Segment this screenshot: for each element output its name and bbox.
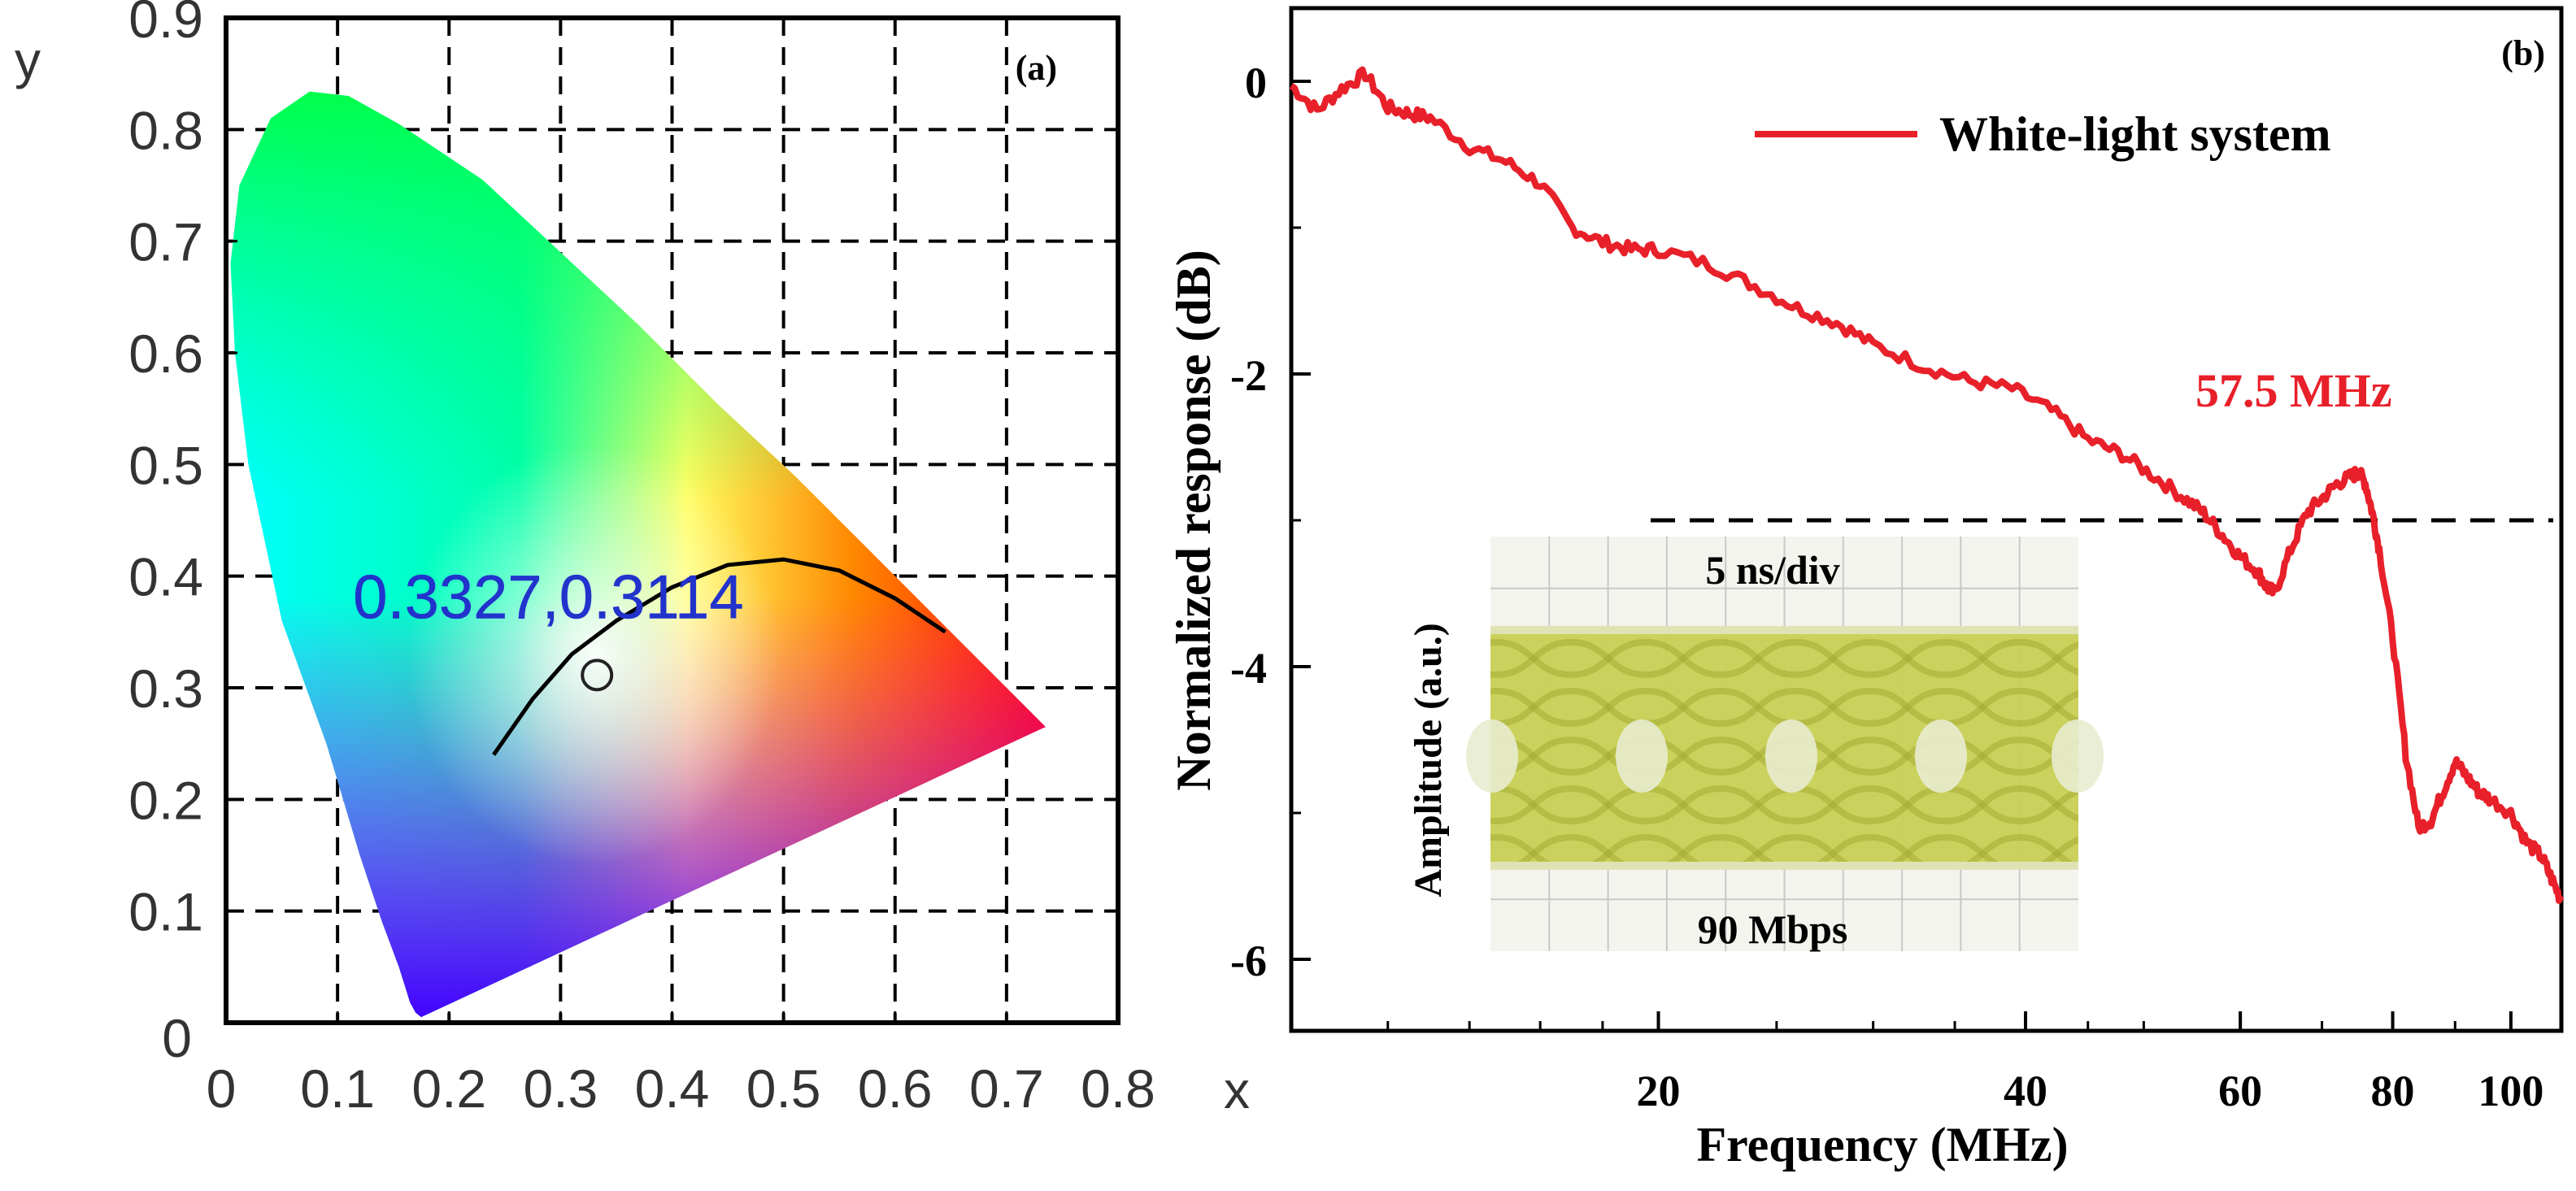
- cie-horseshoe: [230, 91, 1046, 1018]
- x-tick-label: 0.5: [746, 1058, 821, 1119]
- y-tick-label: 0.9: [128, 0, 203, 49]
- x-tick-label: 0.4: [635, 1058, 710, 1119]
- chromaticity-point-marker: [581, 659, 614, 692]
- panel-a-chromaticity: 0.3327,0.3114 0 0.1 0.2 0.3 0.4 0.5 0.6 0.7 0.80…: [15, 0, 1250, 1119]
- y-tick-label: 0.7: [128, 212, 203, 272]
- y-tick-label: 0: [1245, 59, 1267, 107]
- eye-top-rail: [1490, 626, 2078, 634]
- inset-title: 5 ns/div: [1705, 547, 1839, 593]
- eye-opening: [2052, 719, 2104, 793]
- panel-a-x-axis-label: x: [1224, 1061, 1250, 1119]
- x-tick-label: 0.7: [969, 1058, 1044, 1119]
- eye-opening: [1466, 719, 1518, 793]
- panel-a-ticks: 0 0.1 0.2 0.3 0.4 0.5 0.6 0.7 0.8 0 0.1 0.2 0.3 0.4 0.…: [128, 0, 1155, 1119]
- inset-y-axis-label: Amplitude (a.u.): [1407, 623, 1450, 897]
- white-region: [407, 442, 781, 866]
- bandwidth-annotation: 57.5 MHz: [2195, 364, 2392, 417]
- panel-b-frequency-response: 20 40 60 80 100 0 -2 -4 -6 5 ns/div 90 Mbps Ampl…: [1167, 6, 2565, 1171]
- eye-openings: [1466, 626, 2104, 870]
- inset-caption: 90 Mbps: [1698, 906, 1848, 952]
- panel-b-y-axis-label: Normalized response (dB): [1167, 250, 1221, 791]
- x-tick-label: 40: [2004, 1067, 2047, 1115]
- panel-b-ticks: 20 40 60 80 100 0 -2 -4 -6: [1230, 59, 2543, 1115]
- x-tick-label: 100: [2478, 1067, 2543, 1115]
- y-tick-label: -2: [1230, 351, 1267, 400]
- eye-bottom-rail: [1490, 862, 2078, 870]
- y-tick-label: -6: [1230, 937, 1267, 985]
- y-tick-label: 0.2: [128, 770, 203, 830]
- eye-diagram-inset: 5 ns/div 90 Mbps Amplitude (a.u.): [1407, 537, 2104, 952]
- y-tick-label: 0.6: [128, 324, 203, 384]
- y-tick-label: 0.3: [128, 659, 203, 719]
- y-tick-label: 0.5: [128, 435, 203, 495]
- y-tick-label: 0.4: [128, 547, 203, 607]
- eye-opening: [1915, 719, 1967, 793]
- panel-a-label: (a): [1016, 48, 1057, 88]
- eye-opening: [1616, 719, 1668, 793]
- x-tick-label: 0.6: [858, 1058, 933, 1119]
- x-tick-label: 0.3: [524, 1058, 598, 1119]
- x-tick-label: 80: [2371, 1067, 2415, 1115]
- y-tick-label: 0.8: [128, 100, 203, 160]
- y-tick-label: 0: [162, 1008, 192, 1068]
- x-tick-label: 0: [207, 1058, 237, 1119]
- x-tick-label: 0.1: [300, 1058, 375, 1119]
- x-tick-label: 20: [1637, 1067, 1681, 1115]
- panel-b-x-axis-label: Frequency (MHz): [1696, 1118, 2068, 1171]
- white-light-response-curve: [1289, 66, 2565, 904]
- eye-opening: [1765, 719, 1817, 793]
- x-tick-label: 0.2: [411, 1058, 486, 1119]
- planckian-locus-line: [492, 557, 946, 756]
- x-tick-label: 0.8: [1081, 1058, 1155, 1119]
- panel-a-y-axis-label: y: [15, 31, 41, 89]
- y-tick-label: -4: [1230, 644, 1267, 693]
- x-tick-label: 60: [2218, 1067, 2262, 1115]
- chromaticity-point-label: 0.3327,0.3114: [353, 563, 743, 632]
- panel-b-label: (b): [2501, 33, 2545, 73]
- legend-label: White-light system: [1939, 107, 2331, 161]
- y-tick-label: 0.1: [128, 882, 203, 942]
